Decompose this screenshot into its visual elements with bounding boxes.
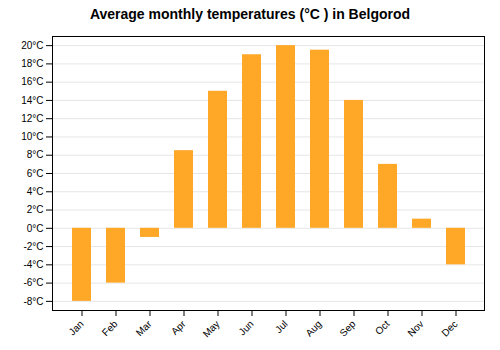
- svg-text:May: May: [201, 318, 222, 339]
- svg-text:2°C: 2°C: [27, 204, 44, 215]
- svg-text:14°C: 14°C: [21, 95, 43, 106]
- svg-text:Oct: Oct: [373, 318, 392, 337]
- svg-text:-6°C: -6°C: [23, 277, 43, 288]
- svg-text:Mar: Mar: [134, 318, 154, 338]
- svg-text:18°C: 18°C: [21, 58, 43, 69]
- html-text:Average monthly temperatures (: Average monthly temperatures (°C ) in Be…: [89, 6, 411, 22]
- svg-text:10°C: 10°C: [21, 131, 43, 142]
- svg-text:4°C: 4°C: [27, 186, 44, 197]
- svg-text:Jul: Jul: [273, 318, 290, 335]
- svg-text:Sep: Sep: [337, 318, 358, 339]
- svg-text:12°C: 12°C: [21, 113, 43, 124]
- svg-text:-4°C: -4°C: [23, 259, 43, 270]
- svg-text:Dec: Dec: [439, 318, 459, 338]
- svg-text:Feb: Feb: [100, 318, 120, 338]
- svg-text:Jan: Jan: [66, 318, 85, 337]
- svg-text:Apr: Apr: [169, 318, 188, 337]
- svg-text:16°C: 16°C: [21, 76, 43, 87]
- svg-text:Nov: Nov: [405, 318, 425, 338]
- svg-text:8°C: 8°C: [27, 149, 44, 160]
- svg-text:20°C: 20°C: [21, 40, 43, 51]
- svg-text:6°C: 6°C: [27, 168, 44, 179]
- svg-text:Jun: Jun: [236, 318, 255, 337]
- svg-text:-8°C: -8°C: [23, 296, 43, 307]
- svg-text:0°C: 0°C: [27, 223, 44, 234]
- svg-text:-2°C: -2°C: [23, 241, 43, 252]
- svg-text:Aug: Aug: [303, 318, 323, 338]
